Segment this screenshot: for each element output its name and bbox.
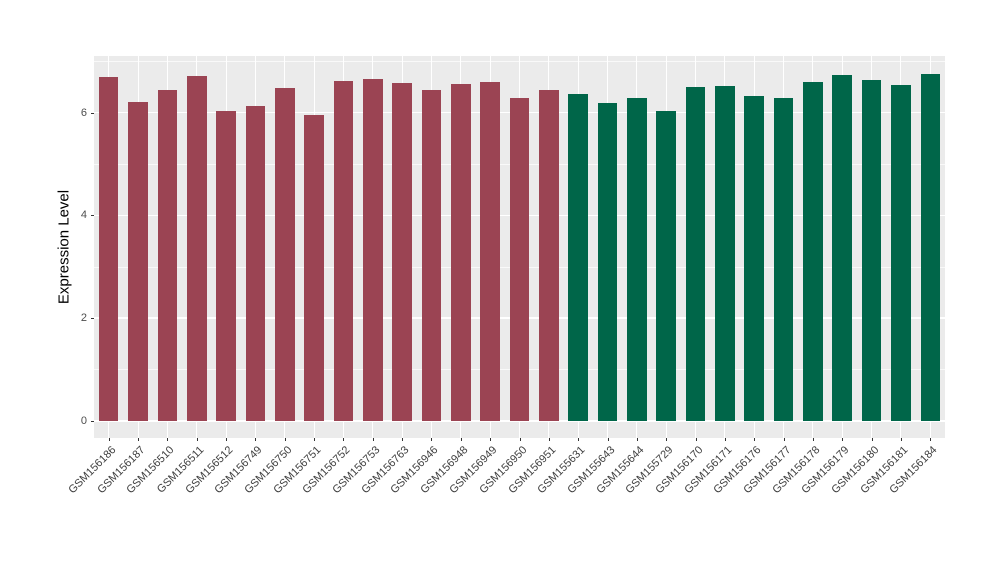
- x-tick-mark: [842, 438, 844, 441]
- bar-GSM156171: [715, 86, 735, 421]
- y-tick-mark: [91, 215, 94, 217]
- x-tick-mark: [607, 438, 609, 441]
- y-tick-label: 6: [80, 106, 87, 119]
- bar-GSM156187: [128, 102, 148, 421]
- x-tick-mark: [636, 438, 638, 441]
- x-tick-mark: [783, 438, 785, 441]
- x-tick-mark: [138, 438, 140, 441]
- x-tick-mark: [724, 438, 726, 441]
- bar-GSM156170: [685, 86, 706, 421]
- x-tick-mark: [255, 438, 257, 441]
- bar-GSM156753: [362, 78, 383, 421]
- bar-GSM156511: [186, 76, 207, 421]
- bar-GSM156181: [891, 85, 911, 421]
- x-tick-mark: [372, 438, 374, 441]
- bar-GSM156951: [539, 89, 559, 421]
- bar-GSM156186: [98, 77, 119, 421]
- gridline-minor: [94, 60, 945, 62]
- x-tick-mark: [226, 438, 228, 441]
- bar-GSM156512: [216, 110, 236, 421]
- x-tick-mark: [548, 438, 550, 441]
- bar-GSM155729: [656, 110, 677, 421]
- x-tick-mark: [666, 438, 668, 441]
- bar-GSM156948: [451, 84, 471, 421]
- y-tick-mark: [91, 112, 94, 114]
- bar-GSM156946: [421, 90, 442, 421]
- bar-GSM156177: [773, 98, 794, 421]
- x-tick-mark: [284, 438, 286, 441]
- x-tick-mark: [431, 438, 433, 441]
- bar-GSM156184: [920, 73, 941, 421]
- y-tick-label: 2: [80, 312, 87, 325]
- bar-GSM156749: [245, 105, 266, 421]
- y-tick-mark: [91, 318, 94, 320]
- bar-GSM156763: [392, 83, 412, 421]
- bar-GSM156752: [333, 80, 354, 421]
- x-tick-mark: [812, 438, 814, 441]
- x-tick-mark: [900, 438, 902, 441]
- y-tick-label: 4: [80, 209, 87, 222]
- x-tick-mark: [460, 438, 462, 441]
- x-tick-mark: [519, 438, 521, 441]
- bar-GSM155631: [568, 94, 588, 421]
- bar-GSM156510: [157, 90, 178, 421]
- x-tick-mark: [930, 438, 932, 441]
- x-tick-mark: [402, 438, 404, 441]
- bar-GSM156750: [274, 87, 295, 421]
- x-tick-mark: [695, 438, 697, 441]
- x-tick-mark: [167, 438, 169, 441]
- bar-GSM155644: [627, 97, 647, 421]
- gridline-major: [94, 420, 945, 422]
- bar-GSM156178: [803, 81, 823, 421]
- bar-GSM156751: [304, 114, 324, 421]
- bar-GSM156950: [509, 98, 530, 421]
- x-tick-mark: [196, 438, 198, 441]
- x-tick-mark: [314, 438, 316, 441]
- x-tick-mark: [490, 438, 492, 441]
- bar-GSM155643: [597, 103, 618, 421]
- x-tick-mark: [578, 438, 580, 441]
- bar-GSM156176: [744, 95, 765, 421]
- x-tick-mark: [108, 438, 110, 441]
- x-tick-mark: [871, 438, 873, 441]
- plot-panel: [94, 56, 945, 438]
- bar-GSM156949: [480, 82, 500, 421]
- y-tick-mark: [91, 421, 94, 422]
- y-tick-label: 0: [80, 415, 87, 427]
- x-tick-mark: [754, 438, 756, 441]
- x-tick-mark: [343, 438, 345, 441]
- y-axis-title: Expression Level: [55, 189, 73, 305]
- bar-GSM156180: [861, 79, 882, 421]
- bar-GSM156179: [832, 74, 853, 421]
